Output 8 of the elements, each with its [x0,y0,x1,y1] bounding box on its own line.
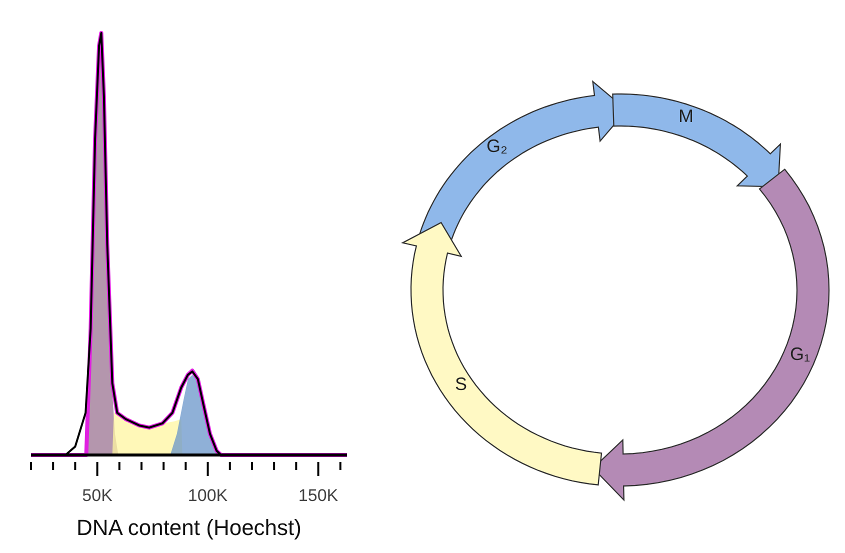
text: G₂ [486,136,508,156]
x-tick-label: 50K [82,486,114,505]
x-axis-title: DNA content (Hoechst) [76,515,302,540]
x-tick-label: 100K [188,486,228,505]
text: M [678,106,694,126]
text: G₁ [790,344,810,364]
text: S [454,374,468,394]
x-tick-label: 150K [298,486,339,505]
